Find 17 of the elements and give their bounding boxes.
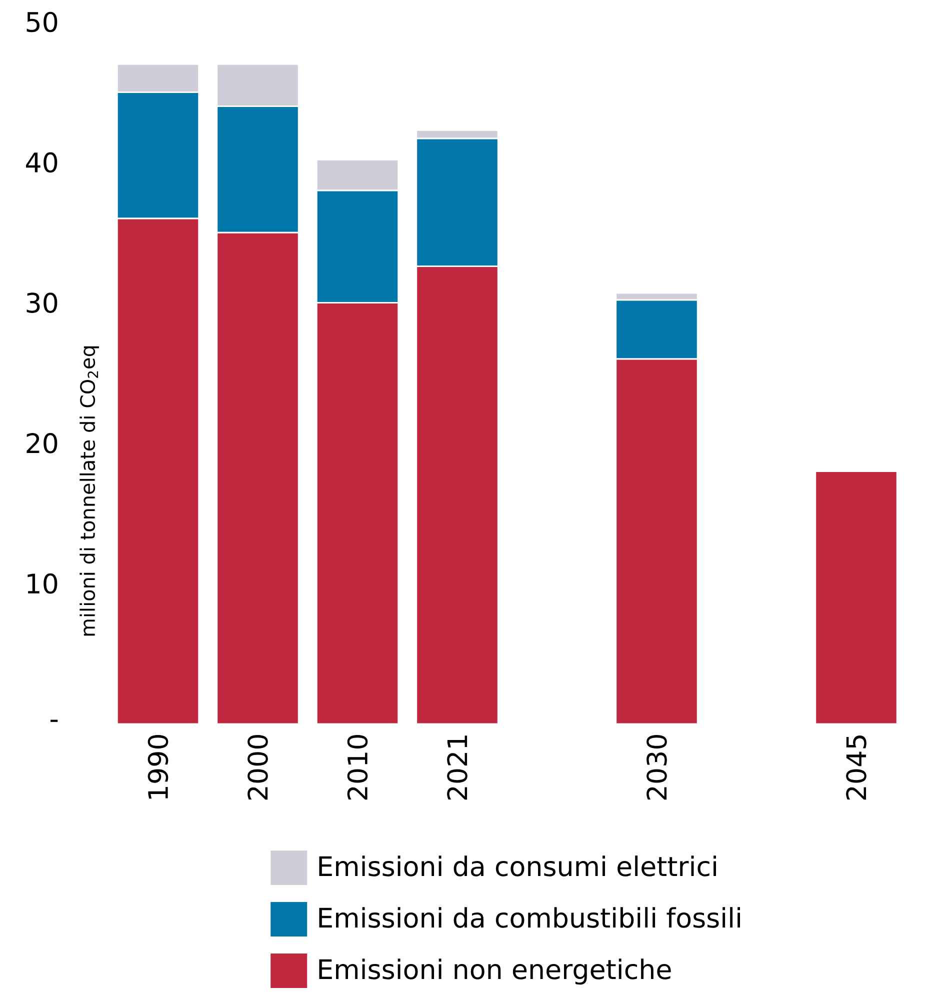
x-tick-label: 2045 (846, 736, 866, 800)
y-tick-label: 40 (26, 152, 58, 173)
legend-label: Emissioni da combustibili fossili (319, 907, 740, 928)
legend-label: Emissioni da consumi elettrici (319, 856, 716, 876)
x-tick-label: 1990 (148, 734, 168, 799)
bar (814, 470, 898, 725)
x-tick-label: 2010 (347, 734, 368, 800)
y-tick-label: - (50, 720, 58, 722)
y-tick-label: 20 (26, 433, 58, 454)
y-tick-label: 30 (26, 292, 58, 313)
y-tick-label: 50 (26, 12, 58, 32)
legend-label: Emissioni non energetiche (319, 958, 671, 985)
x-tick-label: 2021 (447, 736, 468, 800)
x-tick-label: 2030 (646, 734, 667, 800)
y-tick-label: 10 (28, 573, 58, 594)
y-axis-title: milioni di tonnellate di CO$_{2}$eq (80, 346, 99, 636)
x-tick-label: 2000 (248, 734, 268, 800)
